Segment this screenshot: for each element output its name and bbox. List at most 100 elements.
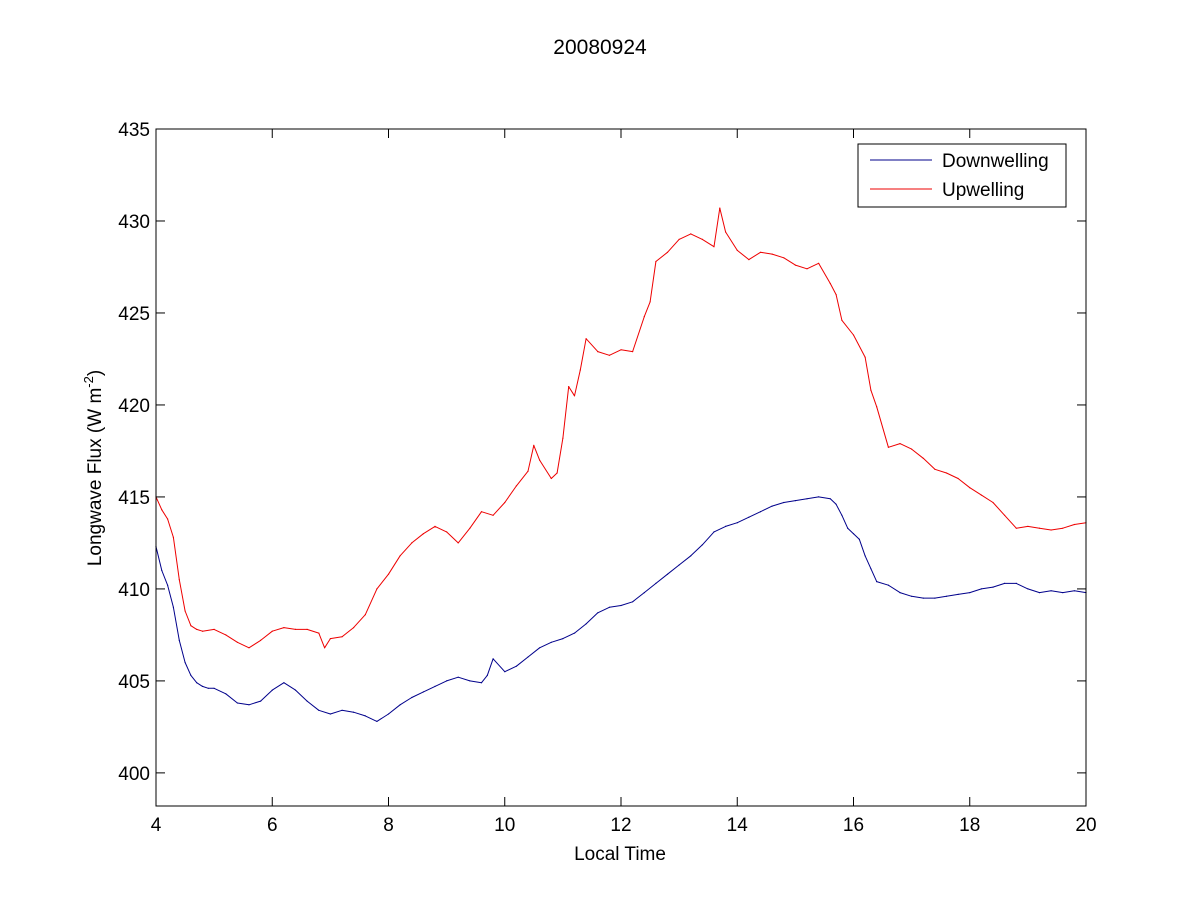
data-point (225, 693, 227, 695)
data-point (562, 638, 564, 640)
data-point (550, 477, 552, 480)
data-point (196, 682, 198, 684)
data-point (945, 472, 948, 474)
data-point (260, 700, 262, 702)
data-point (260, 639, 262, 642)
x-tick-label: 16 (843, 815, 864, 836)
data-point (899, 443, 901, 445)
plot-frame-outline (155, 128, 1087, 807)
data-point (457, 542, 459, 544)
data-point (713, 531, 715, 533)
x-tick-label: 18 (959, 815, 980, 836)
data-point (573, 395, 576, 397)
data-point (579, 369, 581, 371)
data-point (690, 233, 692, 235)
data-point (172, 606, 174, 608)
data-point (294, 689, 297, 691)
data-point (161, 569, 163, 572)
data-point (178, 579, 180, 581)
data-point (713, 246, 715, 248)
data-point (329, 713, 331, 715)
data-point (324, 647, 326, 649)
y-tick-label: 420 (118, 396, 150, 417)
data-point (306, 628, 308, 631)
data-point (504, 501, 506, 504)
data-point (556, 472, 558, 474)
data-point (422, 533, 424, 535)
data-point (213, 628, 215, 631)
data-point (818, 496, 820, 498)
data-point (736, 249, 738, 251)
data-point (725, 525, 727, 528)
data-point (829, 282, 831, 285)
data-point (666, 573, 669, 575)
data-point (620, 604, 622, 607)
data-point (585, 338, 587, 340)
data-point (632, 351, 634, 353)
data-point (562, 437, 564, 439)
data-point (829, 498, 831, 500)
data-point (190, 674, 192, 677)
y-axis-label-end: ) (85, 370, 106, 376)
data-point (248, 704, 250, 706)
x-tick-label: 4 (151, 815, 162, 836)
data-point (480, 682, 483, 684)
data-point (608, 354, 611, 356)
data-point (1015, 582, 1017, 585)
data-point (585, 623, 587, 625)
chart-title: 20080924 (553, 36, 647, 59)
data-point (1038, 592, 1041, 594)
data-point (539, 647, 541, 649)
data-point (957, 477, 959, 480)
data-point (201, 630, 204, 632)
data-point (771, 253, 773, 255)
data-point (957, 593, 959, 596)
x-tick-label: 6 (267, 815, 278, 836)
data-point (161, 509, 163, 511)
data-point (980, 494, 983, 496)
y-tick-label: 405 (118, 672, 150, 693)
data-point (492, 658, 494, 660)
data-point (748, 516, 750, 518)
data-point (1004, 582, 1006, 585)
data-point (632, 601, 634, 603)
series-downwelling (155, 496, 1087, 723)
data-point (236, 641, 238, 643)
data-point (794, 500, 797, 502)
data-point (306, 700, 308, 702)
y-tick-label: 410 (118, 580, 150, 601)
y-axis-label-main: Longwave Flux (W m (85, 388, 106, 566)
data-point (457, 676, 459, 678)
data-point (515, 665, 518, 667)
data-point (1027, 588, 1029, 590)
data-point (701, 238, 704, 240)
legend: Downwelling Upwelling (857, 143, 1067, 208)
y-tick-label: 415 (118, 488, 150, 509)
data-point (446, 680, 448, 682)
data-point (283, 627, 285, 629)
data-point (446, 531, 448, 533)
data-point (434, 525, 436, 528)
data-point (1004, 514, 1006, 516)
tick-layer: 4 6 8 10 12 14 16 18 20 400 405 410 415 420 425 430 435 (118, 120, 1096, 836)
data-point (794, 264, 797, 266)
data-point (329, 638, 331, 640)
data-point (818, 262, 820, 264)
data-point (852, 334, 855, 336)
data-point (922, 597, 924, 599)
data-point (922, 457, 924, 459)
y-tick-label: 435 (118, 120, 150, 141)
data-point (353, 711, 355, 713)
data-point (271, 630, 273, 632)
data-point (1062, 527, 1064, 529)
data-point (353, 627, 355, 629)
data-point (318, 632, 320, 634)
y-tick-label: 425 (118, 304, 150, 325)
data-point (841, 514, 843, 516)
data-point (399, 555, 401, 557)
data-point (655, 260, 657, 263)
data-point (759, 251, 762, 253)
y-axis-label-superscript: -2 (81, 376, 96, 388)
data-point (376, 588, 378, 590)
data-point (248, 647, 250, 649)
